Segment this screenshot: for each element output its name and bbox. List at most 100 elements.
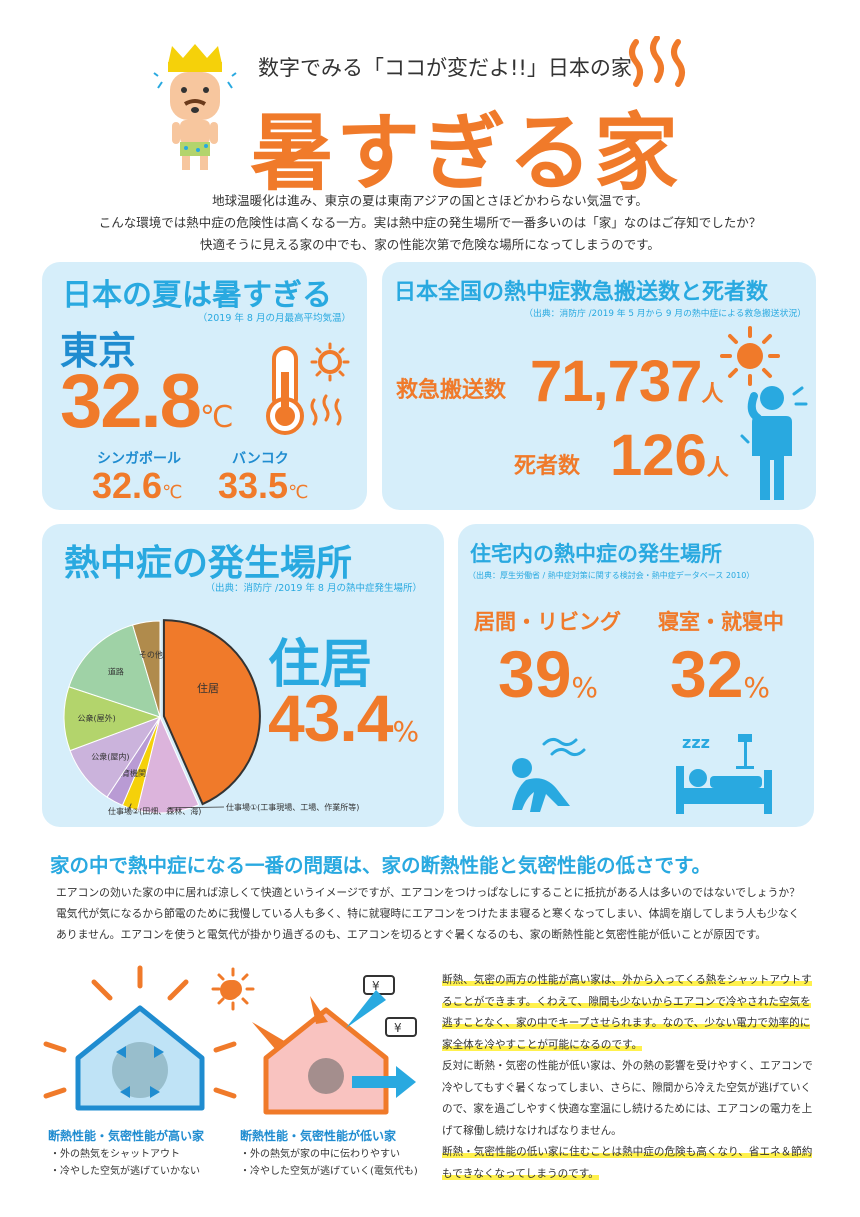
home-card: 住宅内の熱中症の発生場所 （出典：厚生労働省 / 熱中症対策に関する検討会・熱中…: [458, 524, 814, 827]
tokyo-temperature: 32.8℃: [60, 358, 234, 445]
explain-highlight: ることができます。くわえて、隙間も少ないからエアコンで冷やされた空気を: [442, 995, 811, 1008]
explain-line: げて稼働し続けなければなりません。: [442, 1124, 622, 1137]
svg-text:¥: ¥: [394, 1021, 402, 1035]
tokyo-value: 32.8: [60, 359, 202, 444]
pie-leader-line: [127, 803, 132, 812]
dizzy-person-icon: [738, 380, 808, 504]
explain-highlight: 断熱、気密の両方の性能が高い家は、外から入ってくる熱をシャットアウトす: [442, 974, 812, 986]
mascot-icon: [150, 42, 240, 172]
summer-card: 日本の夏は暑すぎる （2019 年 8 月の月最高平均気温） 東京 32.8℃ …: [42, 262, 367, 510]
bad-house-points: ・外の熱気が家の中に伝わりやすい ・冷やした空気が逃げていく(電気代も): [240, 1146, 418, 1180]
city-tokyo: 東京: [60, 329, 137, 373]
page-title: 暑すぎる家: [250, 104, 681, 202]
pie-label: 道路: [108, 666, 124, 676]
explain-line: ることができます。くわえて、隙間も少ないからエアコンで冷やされた空気を: [442, 992, 822, 1014]
good-house-title: 断熱性能・気密性能が高い家: [48, 1129, 205, 1143]
home-title: 住宅内の熱中症の発生場所: [470, 542, 722, 566]
explain-line: 断熱・気密性能の低い家に住むことは熱中症の危険も高くなり、省エネ＆節約: [442, 1142, 822, 1164]
explain-highlight: 家全体を冷やすことが可能になるのです。: [442, 1038, 643, 1051]
highlight-percentage: 43.4%: [268, 680, 419, 756]
bedroom-value: 32: [670, 637, 744, 711]
sun-icon: [718, 324, 782, 388]
pie-label: 公衆(屋外): [78, 713, 116, 723]
pie-slice: [162, 619, 261, 806]
deaths-unit: 人: [706, 456, 729, 481]
pie-leader-line: [168, 806, 225, 809]
page-subtitle: 数字でみる「ココが変だよ!!」日本の家: [258, 56, 632, 80]
intro-line: 地球温暖化は進み、東京の夏は東南アジアの国とさほどかわらない気温です。: [212, 193, 648, 208]
good-house-point: ・冷やした空気が逃げていかない: [50, 1166, 200, 1177]
good-house-points: ・外の熱気をシャットアウト ・冷やした空気が逃げていかない: [50, 1146, 200, 1180]
pie-label: 仕事場②(田畑、森林、海): [108, 806, 201, 816]
transport-title: 日本全国の熱中症救急搬送数と死者数: [394, 280, 769, 305]
places-source: （出典：消防庁 /2019 年 8 月の熱中症発生場所）: [205, 583, 422, 594]
deaths-number: 126人: [610, 422, 729, 489]
transport-card: 日本全国の熱中症救急搬送数と死者数 （出典：消防庁 /2019 年 5 月から …: [382, 262, 816, 510]
bad-house-point: ・冷やした空気が逃げていく(電気代も): [240, 1166, 418, 1177]
bad-house-point: ・外の熱気が家の中に伝わりやすい: [240, 1149, 400, 1160]
explain-line: 反対に断熱・気密の性能が低い家は、外の熱の影響を受けやすく、エアコンで: [442, 1060, 813, 1072]
explain-highlight: もできなくなってしまうのです。: [442, 1167, 599, 1180]
problem-line: 電気代が気になるから節電のために我慢している人も多く、特に就寝時にエアコンをつけ…: [56, 907, 800, 920]
heat-waves-icon: [622, 35, 692, 92]
intro-line: こんな環境では熱中症の危険性は高くなる一方。実は熱中症の発生場所で一番多いのは「…: [98, 215, 762, 230]
bangkok-temperature: 33.5℃: [218, 465, 308, 507]
transport-label: 救急搬送数: [396, 378, 507, 403]
problem-line: エアコンの効いた家の中に居れば涼しくて快適というイメージですが、エアコンをつけっ…: [56, 886, 801, 899]
living-label: 居間・リビング: [474, 610, 621, 634]
explain-line: 逃すことなく、家の中でキープさせられます。なので、少ない電力で効率的に: [442, 1013, 822, 1035]
living-percentage: 39%: [498, 636, 598, 712]
bedroom-percentage: 32%: [670, 636, 770, 712]
problem-line: ありません。エアコンを使うと電気代が掛かり過ぎるのも、エアコンを切るとすぐ暑くな…: [56, 928, 767, 941]
summer-source: （2019 年 8 月の月最高平均気温）: [197, 313, 351, 324]
intro-line: 快適そうに見える家の中でも、家の性能次第で危険な場所になってしまうのです。: [200, 237, 660, 252]
pie-label: 仕事場①(工事現場、工場、作業所等): [226, 802, 359, 812]
bedroom-label: 寝室・就寝中: [658, 610, 784, 634]
living-value: 39: [498, 637, 572, 711]
city-singapore-label: シンガポール: [97, 451, 181, 467]
transport-number: 71,737人: [530, 348, 723, 415]
explain-highlight: 逃すことなく、家の中でキープさせられます。なので、少ない電力で効率的に: [442, 1017, 811, 1029]
city-bangkok-label: バンコク: [232, 451, 289, 467]
good-house-point: ・外の熱気をシャットアウト: [50, 1149, 180, 1160]
transport-unit: 人: [701, 382, 724, 407]
svg-text:¥: ¥: [372, 979, 380, 993]
singapore-temperature: 32.6℃: [92, 465, 182, 507]
summer-title: 日本の夏は暑すぎる: [62, 278, 332, 313]
living-unit: %: [571, 671, 599, 704]
explain-line: 冷やしてもすぐ暑くなってしまい、さらに、隙間から冷えた空気が逃げていく: [442, 1081, 812, 1094]
pie-label: 教育機関: [114, 768, 146, 778]
singapore-unit: ℃: [162, 482, 183, 503]
svg-text:zzz: zzz: [682, 733, 710, 752]
deaths-label: 死者数: [514, 454, 581, 479]
explain-line: ので、家を過ごしやすく快適な室温にし続けるためには、エアコンの電力を上: [442, 1103, 813, 1115]
problem-heading: 家の中で熱中症になる一番の問題は、家の断熱性能と気密性能の低さです。: [50, 854, 712, 877]
places-card: 熱中症の発生場所 （出典：消防庁 /2019 年 8 月の熱中症発生場所） 住居…: [42, 524, 444, 827]
bad-house-illustration: ¥ ¥: [246, 966, 436, 1122]
highlight-value: 43.4: [268, 681, 393, 755]
problem-body: エアコンの効いた家の中に居れば涼しくて快適というイメージですが、エアコンをつけっ…: [56, 882, 800, 945]
deaths-value: 126: [610, 423, 707, 488]
home-source: （出典：厚生労働省 / 熱中症対策に関する検討会・熱中症データベース 2010）: [468, 571, 755, 580]
sun-small-icon: [210, 966, 256, 1012]
highlight-label: 住居: [268, 635, 373, 695]
singapore-value: 32.6: [92, 465, 163, 506]
places-title: 熱中症の発生場所: [64, 543, 353, 584]
pie-slice: [132, 620, 161, 718]
bedroom-unit: %: [743, 671, 771, 704]
pie-label: 住居: [197, 681, 219, 695]
collapsed-person-icon: [504, 728, 600, 814]
sleeping-person-icon: zzz: [674, 726, 774, 816]
tokyo-unit: ℃: [199, 400, 234, 435]
explain-line: 家全体を冷やすことが可能になるのです。: [442, 1035, 822, 1057]
transport-source: （出典：消防庁 /2019 年 5 月から 9 月の熱中症による救急搬送状況）: [524, 309, 806, 319]
pie-slice: [68, 624, 161, 718]
good-house-illustration: [40, 960, 240, 1120]
highlight-unit: %: [392, 715, 420, 748]
explain-highlight: 断熱・気密性能の低い家に住むことは熱中症の危険も高くなり、省エネ＆節約: [442, 1146, 813, 1158]
intro-text: 地球温暖化は進み、東京の夏は東南アジアの国とさほどかわらない気温です。 こんな環…: [0, 190, 860, 256]
thermometer-icon: [264, 342, 354, 438]
explain-line: 断熱、気密の両方の性能が高い家は、外から入ってくる熱をシャットアウトす: [442, 970, 822, 992]
explanation-text: 断熱、気密の両方の性能が高い家は、外から入ってくる熱をシャットアウトす ることが…: [442, 970, 822, 1185]
